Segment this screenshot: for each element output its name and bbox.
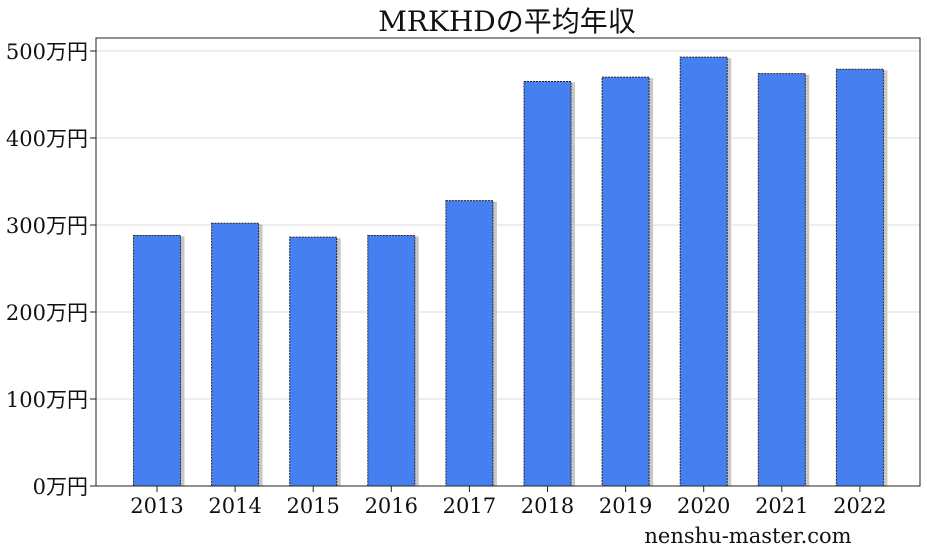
- x-tick-label: 2018: [521, 494, 574, 518]
- x-axis: 2013 2014 2015 2016 2017 2018 2019 2020 2021 2022: [130, 486, 887, 518]
- watermark-text: nenshu-master.com: [644, 524, 851, 548]
- bar-2021: [757, 73, 806, 487]
- x-tick-label: 2020: [677, 494, 730, 518]
- chart-title: MRKHDの平均年収: [378, 5, 636, 38]
- x-tick-label: 2016: [365, 494, 418, 518]
- x-tick-label: 2017: [443, 494, 496, 518]
- bar-2018: [523, 80, 572, 487]
- y-tick-label: 100万円: [6, 388, 88, 412]
- bar-2016: [367, 234, 416, 487]
- plot-frame: [95, 37, 921, 487]
- bars: [133, 56, 884, 487]
- y-tick-label: 400万円: [6, 127, 88, 151]
- y-tick-label: 200万円: [6, 301, 88, 325]
- bar-2015: [289, 236, 338, 487]
- x-tick-label: 2015: [286, 494, 339, 518]
- bar-2014: [211, 222, 260, 487]
- y-axis: 0万円 100万円 200万円 300万円 400万円 500万円: [6, 40, 96, 499]
- x-tick-label: 2019: [599, 494, 652, 518]
- x-tick-label: 2014: [208, 494, 261, 518]
- x-tick-label: 2021: [755, 494, 808, 518]
- bar-2013: [133, 234, 181, 487]
- y-tick-label: 0万円: [33, 475, 88, 499]
- y-tick-label: 500万円: [6, 40, 88, 64]
- bar-2019: [601, 76, 650, 487]
- y-tick-label: 300万円: [6, 214, 88, 238]
- bar-2020: [679, 56, 728, 487]
- x-tick-label: 2022: [833, 494, 886, 518]
- bar-2022: [835, 68, 884, 487]
- x-tick-label: 2013: [130, 494, 183, 518]
- bar-2017: [445, 200, 494, 487]
